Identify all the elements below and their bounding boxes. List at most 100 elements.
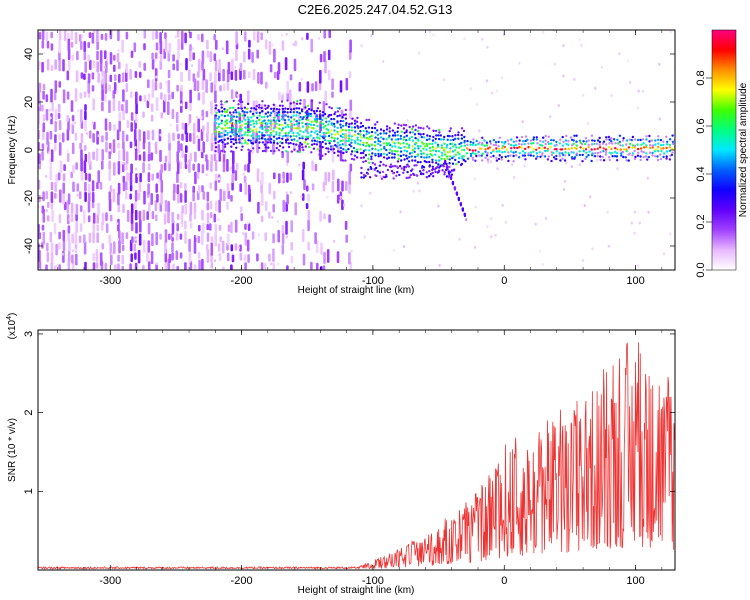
spectrogram-cell	[101, 75, 104, 79]
spectrogram-cell	[289, 172, 292, 181]
spectrogram-cell	[360, 166, 363, 170]
spectrogram-cell	[97, 170, 100, 184]
spectrogram-cell	[481, 152, 484, 155]
spectrogram-cell	[542, 136, 545, 139]
spectrogram-cell	[529, 139, 533, 142]
spectrogram-cell	[237, 103, 240, 106]
spectrogram-cell	[662, 147, 665, 150]
spectrogram-cell	[214, 146, 218, 149]
spectrogram-cell	[67, 193, 71, 205]
spectrogram-cell	[304, 122, 308, 126]
spectrogram-cell	[284, 121, 287, 125]
spectrogram-cell	[264, 129, 268, 132]
spectrogram-cell	[442, 138, 445, 141]
spectrogram-cell	[201, 164, 205, 174]
spectrogram-cell	[567, 153, 571, 157]
spectrogram-cell	[474, 149, 477, 152]
spectrogram-cell	[295, 114, 298, 117]
spectrogram-cell	[231, 150, 235, 153]
spectrogram-cell	[318, 140, 321, 144]
spectrogram-cell	[67, 225, 71, 234]
spectrogram-cell	[282, 171, 285, 184]
spectrogram-cell	[651, 154, 654, 157]
spectrogram-cell	[410, 169, 413, 172]
spectrogram-cell	[345, 181, 348, 191]
spectrogram-cell	[42, 231, 46, 245]
spectrogram-cell	[164, 229, 168, 243]
spectrogram-cell	[268, 41, 272, 55]
spectrogram-cell	[391, 129, 395, 132]
spectrogram-cell	[457, 133, 460, 137]
spectrogram-cell	[434, 147, 437, 150]
spectrogram-cell	[448, 165, 451, 169]
spectrogram-cell	[289, 123, 292, 126]
spectrogram-cell	[497, 140, 500, 144]
spectrogram-cell	[275, 108, 279, 111]
spectrogram-cell	[428, 146, 432, 150]
spectrogram-cell	[350, 135, 354, 138]
spectrogram-cell	[452, 145, 455, 148]
spectrogram-cell	[290, 241, 293, 251]
spectrogram-cell	[261, 134, 264, 137]
spectrogram-cell	[234, 138, 237, 142]
spectrogram-cell	[498, 150, 501, 153]
spectrogram-cell	[257, 233, 260, 237]
spectrogram-cell	[189, 201, 193, 215]
spectrogram-cell	[298, 145, 301, 148]
spectrogram-cell	[47, 201, 50, 208]
spectrogram-cell	[392, 177, 395, 180]
spectrogram-cell	[290, 220, 293, 233]
spectrogram-cell	[555, 147, 558, 151]
spectrogram-cell	[240, 127, 243, 131]
spectrogram-cell	[543, 146, 546, 149]
spectrogram-cell	[160, 192, 163, 205]
spectrogram-cell	[290, 116, 293, 119]
spectrogram-cell	[456, 151, 460, 154]
spectrogram-cell	[416, 181, 419, 185]
spectrogram-cell	[62, 191, 65, 205]
spectrogram-cell	[633, 231, 636, 235]
spectrogram-cell	[362, 129, 365, 133]
spectrogram-cell	[278, 91, 281, 101]
spectrogram-cell	[570, 151, 573, 154]
spectrogram-cell	[87, 199, 91, 213]
spectrogram-cell	[310, 109, 313, 112]
spectrogram-cell	[522, 140, 525, 143]
spectrogram-cell	[625, 148, 628, 151]
spectrogram-cell	[260, 137, 264, 140]
spectrogram-cell	[83, 234, 86, 244]
spectrogram-cell	[353, 126, 357, 129]
spectrogram-cell	[109, 185, 113, 193]
spectrogram-cell	[319, 142, 322, 156]
spectrogram-cell	[399, 154, 403, 158]
spectrogram-cell	[393, 131, 397, 134]
spectrogram-cell	[315, 120, 318, 124]
spectrogram-cell	[333, 129, 336, 132]
spectrogram-cell	[185, 132, 189, 143]
spectrogram-cell	[167, 132, 171, 144]
spectrogram-cell	[213, 213, 217, 223]
spectrogram-cell	[466, 157, 470, 160]
spectrogram-cell	[236, 93, 239, 97]
spectrogram-cell	[613, 155, 617, 158]
spectrogram-cell	[275, 133, 278, 136]
spectrogram-cell	[275, 114, 279, 117]
spectrogram-cell	[167, 201, 170, 212]
spectrogram-cell	[75, 70, 79, 83]
spectrogram-cell	[289, 191, 292, 195]
spectrogram-cell	[555, 154, 558, 158]
spectrogram-cell	[310, 126, 313, 130]
spectrogram-cell	[377, 137, 380, 140]
spectrogram-cell	[238, 141, 241, 144]
spectrogram-cell	[286, 194, 289, 205]
spectrogram-cell	[316, 133, 319, 136]
spectrogram-cell	[226, 142, 229, 145]
spectrogram-cell	[147, 202, 151, 212]
spectrogram-cell	[281, 141, 284, 145]
spectrogram-cell	[631, 144, 635, 147]
spectrogram-cell	[191, 47, 195, 51]
spectrogram-cell	[417, 147, 420, 150]
spectrogram-cell	[222, 266, 225, 270]
spectrogram-cell	[376, 120, 379, 124]
spectrogram-cell	[296, 131, 299, 135]
